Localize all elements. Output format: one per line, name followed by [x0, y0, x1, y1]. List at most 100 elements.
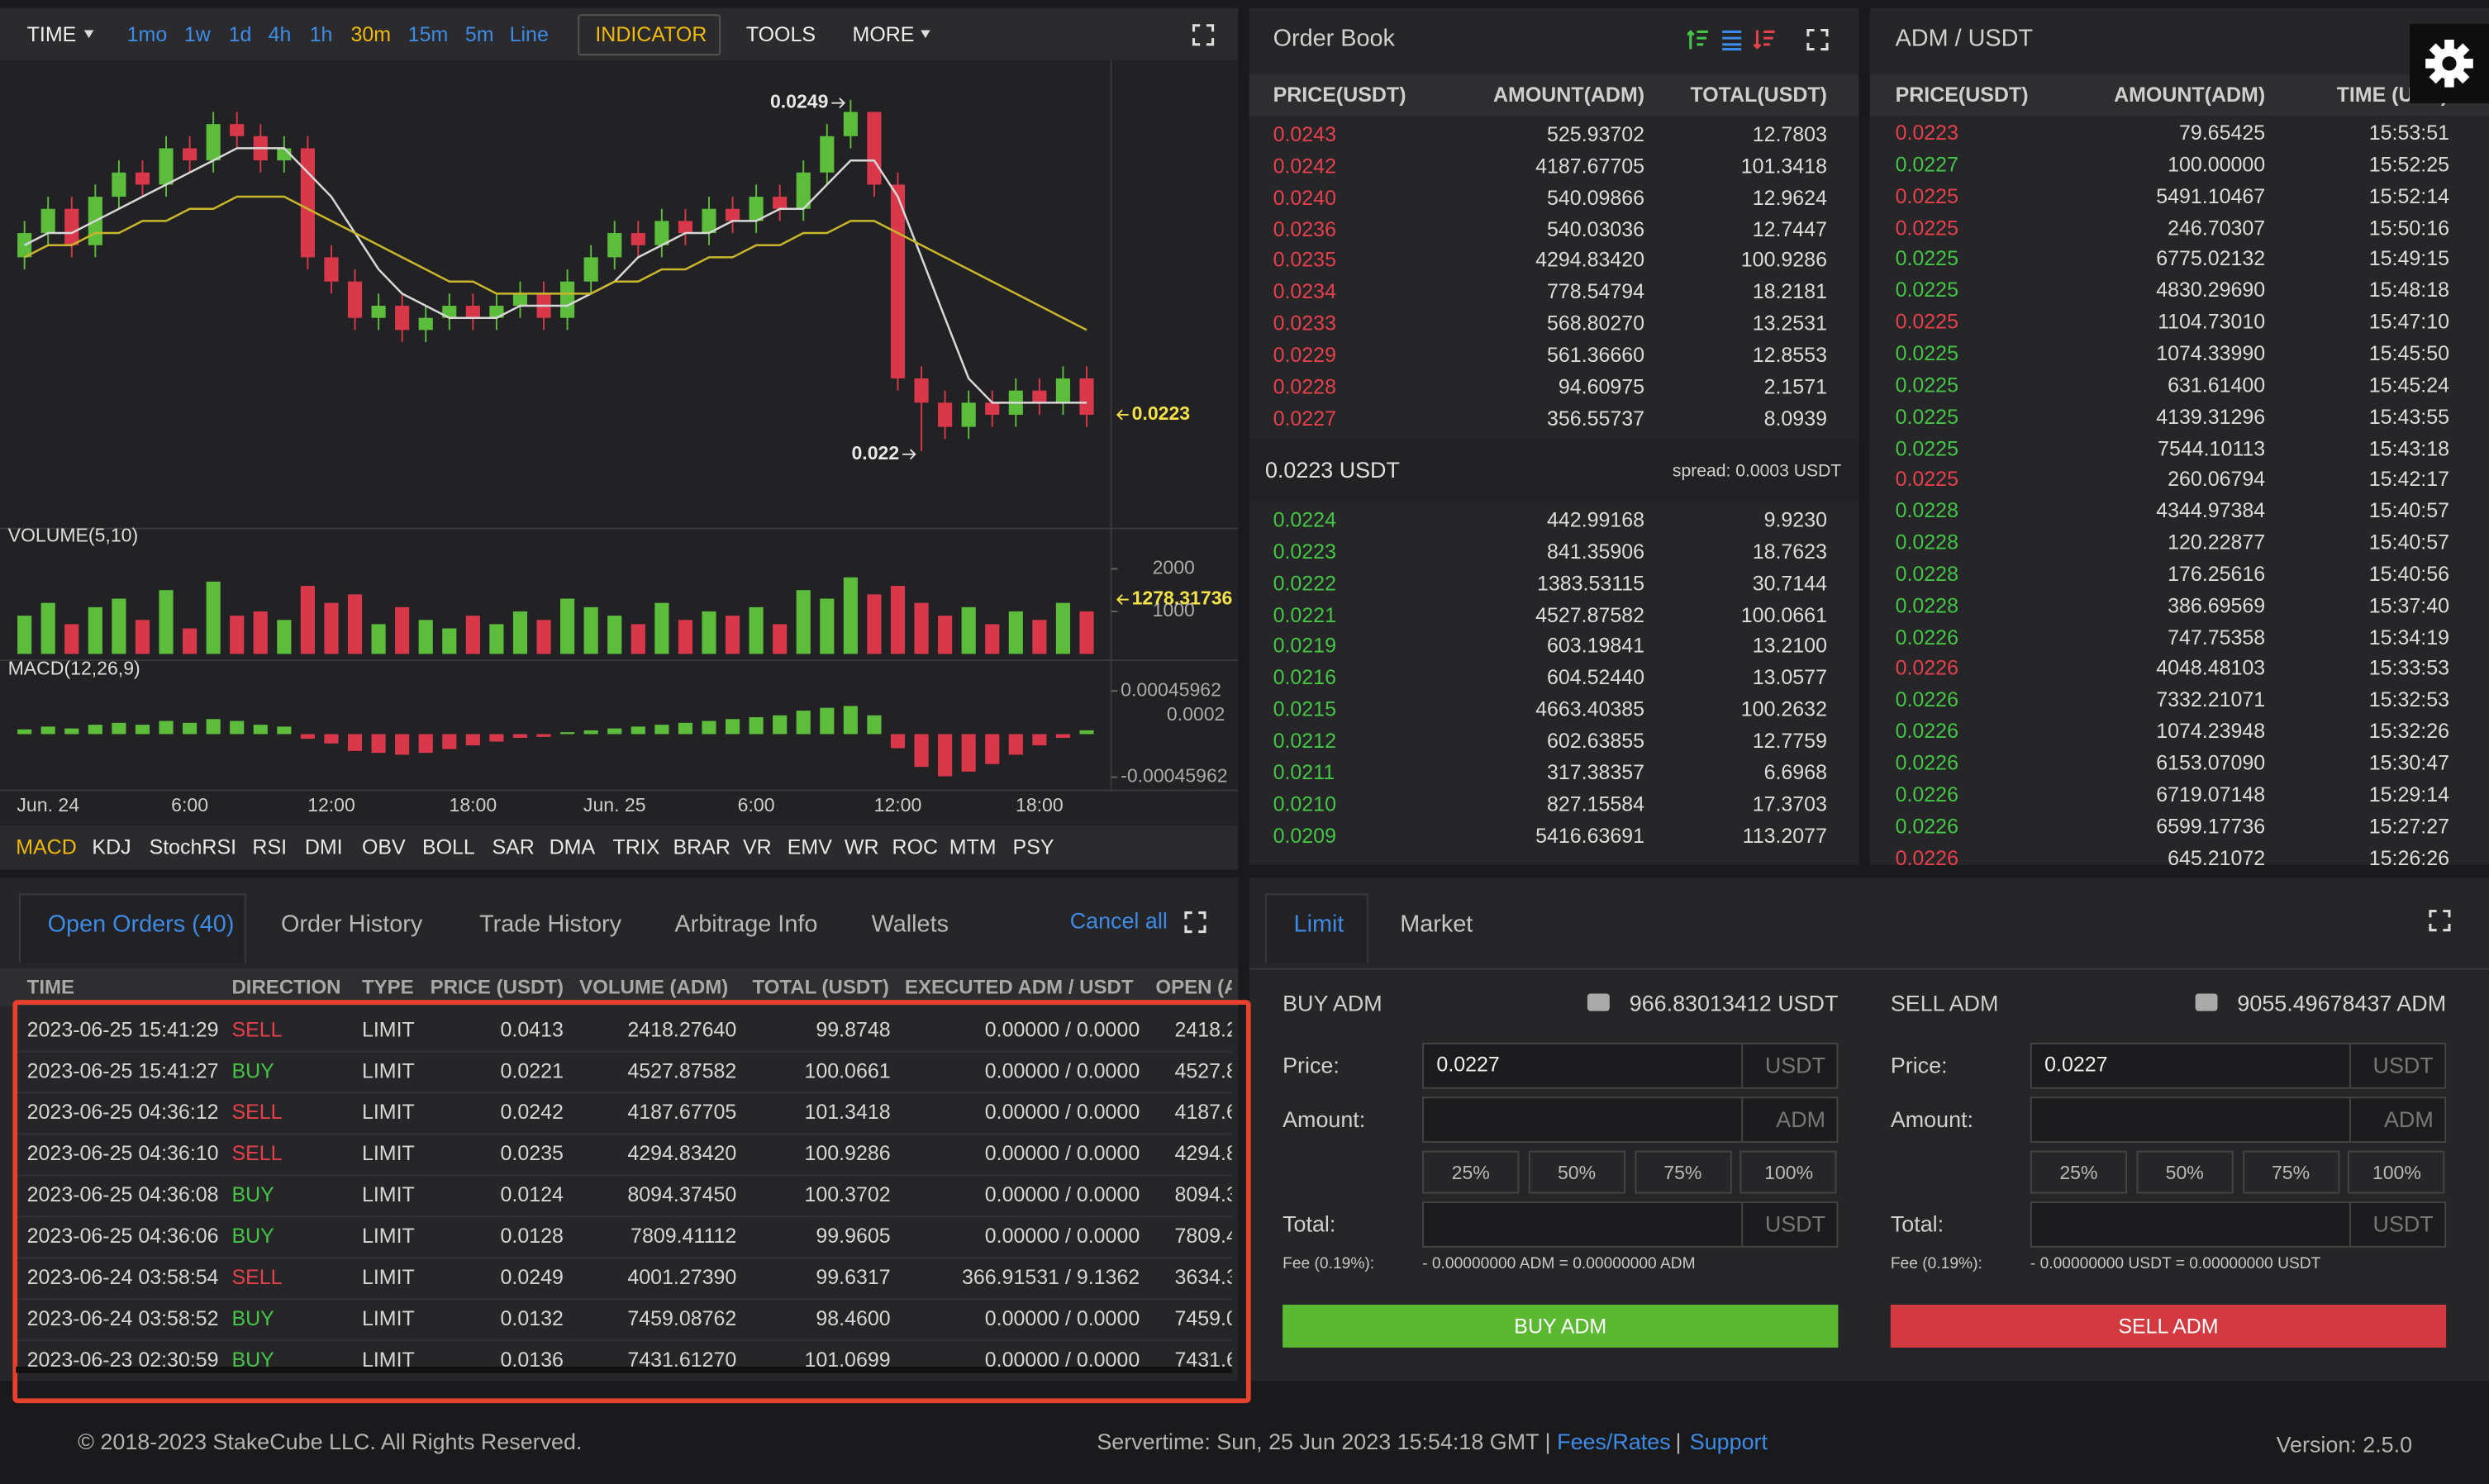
- percent-button[interactable]: [2030, 1150, 2128, 1194]
- form-tab[interactable]: Limit: [1293, 911, 1344, 939]
- orders-tab[interactable]: Arbitrage Info: [674, 911, 818, 939]
- fullscreen-icon[interactable]: [1184, 911, 1206, 934]
- book-price: 0.0235: [1273, 248, 1336, 273]
- percent-button[interactable]: [1634, 1150, 1731, 1194]
- fees-link[interactable]: Fees/Rates: [1557, 1428, 1671, 1454]
- order-cell: 0.0235: [500, 1141, 564, 1165]
- candle-body: [749, 197, 764, 221]
- interval-option[interactable]: 5m: [464, 21, 494, 46]
- indicator-tab[interactable]: DMA: [549, 835, 596, 859]
- more-menu[interactable]: MORE: [852, 21, 915, 46]
- candle-body: [773, 197, 788, 209]
- interval-option[interactable]: 1d: [228, 21, 252, 46]
- macd-bar: [1079, 730, 1094, 735]
- tools-button[interactable]: TOOLS: [745, 21, 816, 46]
- indicator-tab[interactable]: MACD: [16, 835, 77, 859]
- book-price: 0.0240: [1273, 185, 1336, 209]
- indicator-tab[interactable]: MTM: [949, 835, 997, 859]
- orders-tab[interactable]: Trade History: [479, 911, 621, 939]
- submit-button[interactable]: [1283, 1304, 1839, 1348]
- fullscreen-icon[interactable]: [2429, 910, 2451, 932]
- scroll-track[interactable]: [16, 1366, 1232, 1373]
- percent-button[interactable]: [1528, 1150, 1625, 1194]
- percent-button[interactable]: [2242, 1150, 2339, 1194]
- interval-option[interactable]: 1h: [309, 21, 333, 46]
- input-field[interactable]: [2030, 1043, 2447, 1089]
- book-price: 0.0229: [1273, 342, 1336, 367]
- order-cell: 4527.87582: [1174, 1058, 1231, 1083]
- book-price: 0.0219: [1273, 634, 1336, 659]
- indicator-tab[interactable]: BRAR: [673, 835, 731, 859]
- interval-option[interactable]: Line: [509, 21, 549, 46]
- trade-price: 0.0228: [1895, 498, 1958, 523]
- indicator-tab[interactable]: EMV: [787, 835, 832, 859]
- trade-time: 15:42:17: [2368, 467, 2449, 492]
- indicator-tab[interactable]: VR: [742, 835, 772, 859]
- interval-option[interactable]: 15m: [407, 21, 449, 46]
- order-cell: LIMIT: [361, 1058, 415, 1083]
- column-header: EXECUTED ADM / USDT: [904, 976, 1134, 999]
- candle-body: [489, 306, 504, 318]
- book-cell: 568.80270: [1547, 311, 1645, 335]
- book-cell: 30.7144: [1752, 570, 1827, 595]
- trade-price: 0.0226: [1895, 750, 1958, 775]
- macd-bar: [418, 734, 433, 754]
- macd-bar: [300, 734, 315, 740]
- input-field[interactable]: [2030, 1201, 2447, 1248]
- input-field[interactable]: [1422, 1096, 1839, 1144]
- indicator-tab[interactable]: SAR: [492, 835, 535, 859]
- indicator-tab[interactable]: ROC: [892, 835, 939, 859]
- submit-button[interactable]: [1890, 1304, 2447, 1348]
- indicator-tab[interactable]: PSY: [1012, 835, 1054, 859]
- time-menu[interactable]: TIME: [26, 21, 77, 46]
- indicator-tab[interactable]: OBV: [361, 835, 406, 859]
- trade-amount: 4344.97384: [2156, 498, 2266, 523]
- indicator-tab[interactable]: RSI: [252, 835, 288, 859]
- field-label: Amount:: [1890, 1106, 1973, 1132]
- percent-button[interactable]: [2136, 1150, 2234, 1194]
- orders-tab[interactable]: Open Orders (40): [47, 911, 235, 939]
- trade-price: 0.0225: [1895, 404, 1958, 428]
- x-tick-label: 18:00: [450, 794, 497, 816]
- indicator-tab[interactable]: StochRSI: [149, 835, 237, 859]
- orders-tab[interactable]: Order History: [281, 911, 423, 939]
- percent-button[interactable]: [1422, 1150, 1520, 1194]
- indicator-tab[interactable]: KDJ: [92, 835, 131, 859]
- input-field[interactable]: [2030, 1096, 2447, 1144]
- trade-time: 15:45:24: [2368, 373, 2449, 397]
- interval-option[interactable]: 30m: [350, 21, 392, 46]
- form-tab[interactable]: Market: [1400, 911, 1473, 939]
- indicator-tab[interactable]: BOLL: [421, 835, 475, 859]
- volume-bar: [64, 624, 79, 654]
- interval-option[interactable]: 4h: [268, 21, 292, 46]
- cancel-all-button[interactable]: Cancel all: [1069, 907, 1168, 934]
- input-field[interactable]: [1422, 1043, 1839, 1089]
- dropdown-caret: [83, 30, 94, 39]
- support-link[interactable]: Support: [1689, 1428, 1768, 1454]
- settings-button[interactable]: [2409, 23, 2489, 103]
- volume-bar: [843, 577, 858, 654]
- book-view-icons[interactable]: [1687, 27, 1782, 53]
- fullscreen-icon[interactable]: [1192, 24, 1215, 46]
- indicator-tab[interactable]: DMI: [304, 835, 343, 859]
- order-cell: 2023-06-23 02:30:59: [26, 1347, 219, 1370]
- percent-button[interactable]: [1740, 1150, 1838, 1194]
- indicator-button[interactable]: [578, 14, 721, 56]
- trade-amount: 4830.29690: [2156, 278, 2266, 302]
- orders-tab[interactable]: Wallets: [871, 911, 949, 939]
- book-cell: 5416.63691: [1535, 822, 1645, 847]
- side-title: SELL ADM: [1890, 990, 1999, 1016]
- indicator-tab[interactable]: TRIX: [612, 835, 660, 859]
- input-field[interactable]: [1422, 1201, 1839, 1248]
- percent-button[interactable]: [2348, 1150, 2445, 1194]
- fullscreen-icon[interactable]: [1806, 28, 1829, 51]
- macd-bar: [725, 719, 740, 735]
- interval-option[interactable]: 1w: [183, 21, 211, 46]
- volume-bar: [1032, 620, 1047, 654]
- macd-bar: [702, 721, 716, 735]
- unit-divider: [1741, 1203, 1744, 1246]
- indicator-tab[interactable]: WR: [844, 835, 879, 859]
- gear-icon: [2425, 40, 2473, 88]
- interval-option[interactable]: 1mo: [126, 21, 168, 46]
- trade-time: 15:40:57: [2368, 498, 2449, 523]
